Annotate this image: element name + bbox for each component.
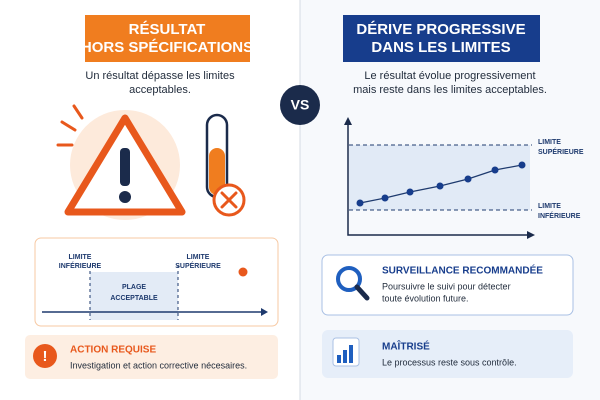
warning-mark (120, 148, 130, 186)
upper-limit-label: LIMITE (538, 139, 561, 146)
status-text: Le processus reste sous contrôle. (382, 357, 517, 367)
right-banner-line: DÉRIVE PROGRESSIVE (356, 21, 525, 38)
warning-dot (119, 191, 131, 203)
upper-limit-label: LIMITE (187, 254, 210, 261)
lower-limit-label: INFÉRIEURE (59, 261, 102, 270)
range-label: PLAGE (122, 284, 146, 291)
tube-liquid (209, 148, 225, 195)
action-icon (33, 344, 57, 368)
alert-rays (56, 104, 84, 147)
status-title: MAÎTRISÉ (382, 340, 430, 353)
status-bars (337, 345, 353, 363)
monitoring-title: SURVEILLANCE RECOMMANDÉE (382, 264, 543, 277)
upper-limit-label: SUPÉRIEURE (538, 147, 584, 156)
lower-limit-label: LIMITE (69, 254, 92, 261)
lower-limit-label: LIMITE (538, 203, 561, 210)
range-label: ACCEPTABLE (110, 295, 158, 302)
status-box (322, 330, 573, 378)
left-banner (85, 15, 250, 62)
vs-label: VS (291, 97, 310, 113)
monitoring-box (321, 254, 574, 316)
reject-cross (220, 191, 238, 209)
left-banner-line: HORS SPÉCIFICATIONS (81, 39, 253, 56)
magnifier-handle (354, 284, 370, 301)
left-description: acceptables. (129, 84, 191, 96)
action-icon-mark: ! (43, 348, 48, 365)
right-banner (343, 15, 540, 62)
right-description: Le résultat évolue progressivement (364, 70, 535, 82)
out-of-spec-point (238, 267, 248, 277)
monitoring-text: Poursuivre le suivi pour détecter (382, 281, 511, 291)
upper-limit-label: SUPÉRIEURE (175, 261, 221, 270)
right-banner-line: DANS LES LIMITES (371, 39, 510, 56)
left-description: Un résultat dépasse les limites (85, 70, 235, 82)
lower-limit-label: INFÉRIEURE (538, 211, 581, 220)
scale-arrow (261, 308, 268, 316)
action-text: Investigation et action corrective néces… (70, 360, 247, 370)
right-description: mais reste dans les limites acceptables. (353, 84, 547, 96)
left-banner-line: RÉSULTAT (129, 21, 206, 38)
magnifier-icon (336, 266, 362, 292)
action-box (25, 335, 278, 379)
vs-badge (280, 85, 320, 125)
monitoring-text: toute évolution future. (382, 293, 469, 303)
trend-points (356, 161, 526, 207)
chart-axes (347, 122, 530, 236)
action-title: ACTION REQUISE (70, 345, 156, 356)
